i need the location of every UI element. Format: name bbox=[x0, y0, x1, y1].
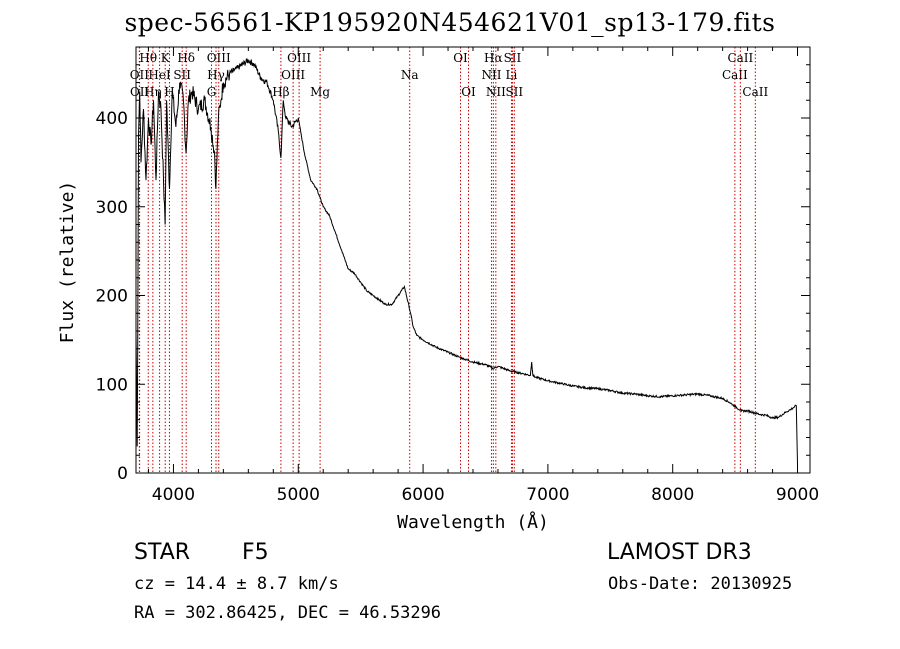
axis-ticks: 4000 5000 6000 7000 8000 9000 0 100 200 300 400 bbox=[96, 47, 819, 505]
line-marker-label: CaII bbox=[722, 68, 748, 82]
y-tick-label: 200 bbox=[96, 287, 128, 307]
line-marker-label: SII bbox=[173, 68, 191, 82]
line-marker-label: OIII bbox=[207, 51, 231, 65]
line-marker-label: CaII bbox=[727, 51, 753, 65]
observation-date: Obs-Date: 20130925 bbox=[608, 574, 793, 594]
x-tick-label: 5000 bbox=[277, 485, 320, 505]
line-marker-label: Mg bbox=[310, 85, 330, 99]
survey-name: LAMOST DR3 bbox=[607, 540, 752, 565]
y-axis-label: Flux (relative) bbox=[57, 181, 78, 344]
x-tick-label: 7000 bbox=[526, 485, 569, 505]
line-marker-label: OIII bbox=[287, 51, 311, 65]
line-marker-label: CaII bbox=[742, 85, 768, 99]
line-marker-label: HeI bbox=[148, 68, 171, 82]
x-tick-label: 6000 bbox=[401, 485, 444, 505]
chart-title: spec-56561-KP195920N454621V01_sp13-179.f… bbox=[124, 8, 776, 37]
line-marker-label: Hδ bbox=[177, 51, 195, 65]
object-class: STAR bbox=[134, 540, 191, 565]
x-axis-label: Wavelength (Å) bbox=[397, 511, 549, 533]
x-tick-label: 8000 bbox=[651, 485, 694, 505]
line-marker-label: K bbox=[161, 51, 171, 65]
line-marker-label: G bbox=[207, 85, 217, 99]
y-tick-label: 400 bbox=[96, 109, 128, 129]
line-marker-label: H bbox=[164, 85, 174, 99]
line-marker-label: Hγ bbox=[207, 68, 225, 82]
line-marker-label: Li bbox=[506, 68, 518, 82]
y-tick-label: 300 bbox=[96, 198, 128, 218]
x-tick-label: 9000 bbox=[776, 485, 819, 505]
line-marker-label: OI bbox=[461, 85, 476, 99]
redshift-cz: cz = 14.4 ± 8.7 km/s bbox=[134, 574, 339, 594]
line-marker-label: NII bbox=[481, 68, 501, 82]
line-marker-label: Hα bbox=[484, 51, 503, 65]
spectrum-line bbox=[135, 58, 798, 465]
line-marker-label: Hθ bbox=[139, 51, 157, 65]
x-tick-label: 4000 bbox=[152, 485, 195, 505]
line-marker-label: SII bbox=[504, 51, 522, 65]
line-marker-label: SII bbox=[505, 85, 523, 99]
line-marker-label: OIII bbox=[281, 68, 305, 82]
ra-dec-coordinates: RA = 302.86425, DEC = 46.53296 bbox=[134, 603, 442, 623]
line-marker-label: Hβ bbox=[272, 85, 289, 99]
line-marker-label: OI bbox=[453, 51, 468, 65]
line-marker-label: NII bbox=[486, 85, 506, 99]
line-marker-label: Hη bbox=[144, 85, 162, 99]
line-marker-label: Na bbox=[401, 68, 419, 82]
plot-frame bbox=[135, 46, 811, 474]
y-tick-label: 0 bbox=[117, 464, 128, 484]
y-tick-label: 100 bbox=[96, 375, 128, 395]
object-subclass: F5 bbox=[242, 540, 269, 565]
